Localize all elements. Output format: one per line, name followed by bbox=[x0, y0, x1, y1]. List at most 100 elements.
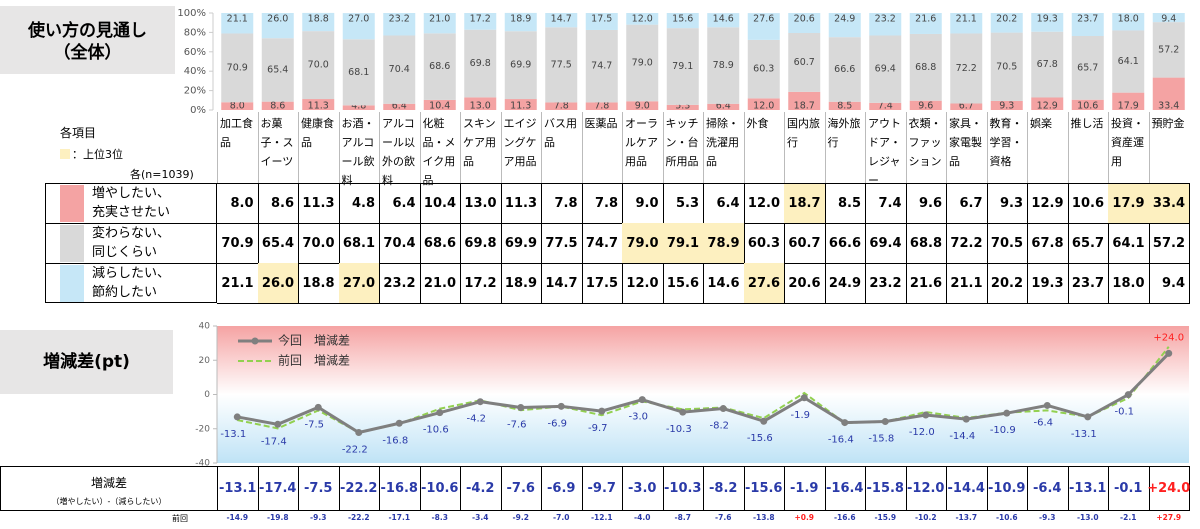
table-cell: 60.3 bbox=[743, 223, 785, 264]
bar-label: 12.0 bbox=[753, 101, 774, 112]
table-cell: 21.6 bbox=[905, 263, 947, 304]
bar-segment bbox=[869, 35, 902, 103]
bar-segment bbox=[302, 31, 335, 100]
table-cell: 72.2 bbox=[946, 223, 988, 264]
legend-heading: 各項目 bbox=[60, 126, 97, 140]
bar-segment bbox=[221, 33, 254, 103]
bar-label: 20.2 bbox=[996, 14, 1017, 25]
diff-cell: -8.2 bbox=[703, 466, 745, 511]
table-cell: 21.1 bbox=[946, 263, 988, 304]
bar-label: 18.8 bbox=[308, 13, 329, 24]
point bbox=[233, 413, 241, 421]
prev-cell: +0.9 bbox=[794, 513, 815, 522]
bar-label: 21.1 bbox=[227, 14, 248, 25]
table-cell: 68.6 bbox=[419, 223, 461, 264]
point bbox=[1124, 391, 1132, 399]
prev-cell: -12.1 bbox=[590, 513, 613, 522]
point bbox=[436, 409, 444, 417]
bar-label: 9.4 bbox=[1161, 14, 1176, 25]
table-cell: 23.2 bbox=[379, 263, 421, 304]
line-title: 増減差(pt) bbox=[43, 352, 130, 372]
bar-label: 12.9 bbox=[1037, 101, 1058, 112]
bar-segment bbox=[342, 105, 375, 110]
point bbox=[719, 405, 727, 413]
table-cell: 70.0 bbox=[298, 223, 340, 264]
row-swatch bbox=[60, 185, 84, 222]
point-label: -13.1 bbox=[220, 429, 246, 440]
point-label: -7.5 bbox=[304, 419, 324, 430]
table-cell: 79.1 bbox=[662, 223, 704, 264]
table-cell: 65.4 bbox=[257, 223, 299, 264]
category-label: 掃除・洗濯用品 bbox=[703, 112, 744, 183]
y-tick-label: 0 bbox=[204, 390, 210, 400]
diff-cell: -1.9 bbox=[784, 466, 826, 511]
table-cell: 69.4 bbox=[865, 223, 907, 264]
bar-label: 23.2 bbox=[875, 14, 896, 25]
table-cell: 12.0 bbox=[743, 183, 785, 224]
bar-label: 65.4 bbox=[267, 64, 288, 75]
bar-segment bbox=[302, 99, 335, 110]
point bbox=[881, 418, 889, 426]
bar-segment bbox=[1071, 13, 1104, 36]
table-cell: 9.0 bbox=[622, 183, 664, 224]
bar-label: 17.5 bbox=[591, 14, 612, 25]
table-cell: 24.9 bbox=[824, 263, 866, 304]
bar-label: 9.3 bbox=[999, 101, 1014, 112]
point bbox=[1084, 413, 1092, 421]
table-cell: 17.5 bbox=[581, 263, 623, 304]
bar-segment bbox=[707, 27, 740, 104]
point-label: -16.4 bbox=[828, 435, 854, 446]
table-cell: 26.0 bbox=[257, 263, 299, 304]
bar-label: 67.8 bbox=[1037, 59, 1058, 70]
point bbox=[922, 411, 930, 419]
bar-segment bbox=[504, 99, 537, 110]
point-label: -10.6 bbox=[423, 425, 449, 436]
table-cell: 65.7 bbox=[1067, 223, 1109, 264]
bar-segment bbox=[545, 27, 578, 103]
prev-cell: -9.3 bbox=[1039, 513, 1056, 522]
prev-cell: -13.7 bbox=[955, 513, 978, 522]
bar-segment bbox=[1112, 92, 1145, 110]
table-cell: 17.2 bbox=[460, 263, 502, 304]
table-cell: 79.0 bbox=[622, 223, 664, 264]
table-cell: 6.4 bbox=[703, 183, 745, 224]
bar-segment bbox=[909, 13, 942, 34]
table-cell: 7.8 bbox=[541, 183, 583, 224]
y-tick-label: -20 bbox=[195, 424, 210, 434]
series-line bbox=[236, 352, 1170, 435]
bar-label: 68.6 bbox=[429, 61, 450, 72]
point bbox=[395, 419, 403, 427]
bar-segment bbox=[1071, 99, 1104, 110]
bar-segment bbox=[423, 33, 456, 100]
table-cell: 9.3 bbox=[986, 183, 1028, 224]
prev-cell: -22.2 bbox=[347, 513, 370, 522]
bar-segment bbox=[342, 13, 375, 40]
bar-label: 27.0 bbox=[348, 14, 369, 25]
bar-segment bbox=[585, 29, 618, 103]
table-cell: 21.0 bbox=[419, 263, 461, 304]
table-cell: 74.7 bbox=[581, 223, 623, 264]
bar-label: 4.8 bbox=[351, 101, 366, 112]
bar-label: 15.6 bbox=[672, 14, 693, 25]
point-label: -1.9 bbox=[790, 410, 810, 421]
bar-label: 69.8 bbox=[470, 58, 491, 69]
table-cell: 11.3 bbox=[298, 183, 340, 224]
diff-cell: -6.9 bbox=[541, 466, 583, 511]
bar-segment bbox=[828, 13, 861, 38]
table-cell: 33.4 bbox=[1148, 183, 1190, 224]
prev-cell: +27.9 bbox=[1156, 513, 1182, 522]
prev-cell: -3.4 bbox=[472, 513, 489, 522]
legend-highlight: ：上位3位 bbox=[60, 146, 123, 162]
category-label: アウトドア・レジャー bbox=[865, 112, 906, 187]
table-cell: 11.3 bbox=[500, 183, 542, 224]
prev-cell: -19.8 bbox=[266, 513, 289, 522]
table-cell: 12.9 bbox=[1027, 183, 1069, 224]
table-cell: 57.2 bbox=[1148, 223, 1190, 264]
bar-segment bbox=[423, 99, 456, 110]
prev-cell: -8.7 bbox=[674, 513, 691, 522]
bar-label: 17.2 bbox=[470, 14, 491, 25]
prev-cell: -2.1 bbox=[1120, 513, 1137, 522]
table-cell: 23.7 bbox=[1067, 263, 1109, 304]
bar-segment bbox=[909, 100, 942, 110]
category-label: 海外旅行 bbox=[824, 112, 866, 183]
